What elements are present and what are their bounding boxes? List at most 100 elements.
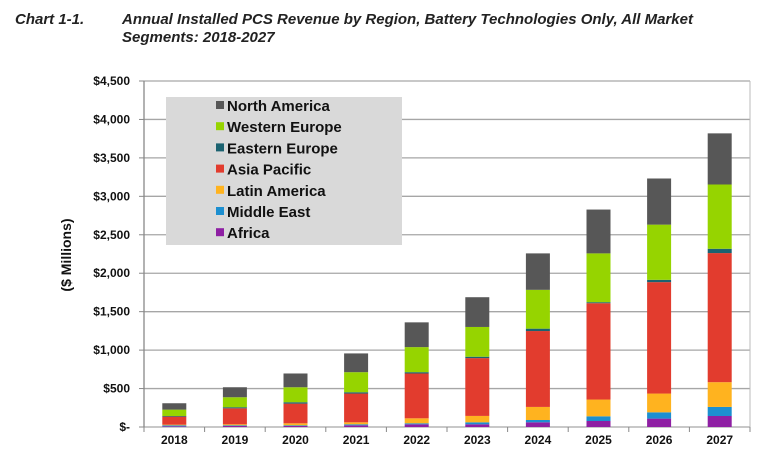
bar-segment-middle-east-2023	[465, 422, 490, 425]
bar-segment-western-europe-2024	[525, 289, 550, 329]
bar-segment-africa-2025	[586, 421, 611, 427]
bar-segment-eastern-europe-2022	[404, 372, 429, 374]
bar-segment-western-europe-2023	[465, 326, 490, 357]
bar-segment-middle-east-2026	[647, 412, 672, 419]
y-tick-label: $4,500	[93, 74, 130, 88]
legend-label: Latin America	[227, 183, 326, 200]
bar-segment-north-america-2020	[283, 373, 308, 388]
bar-segment-middle-east-2019	[222, 425, 247, 427]
bar-segment-eastern-europe-2026	[647, 279, 672, 283]
chart-title-line2: Segments: 2018-2027	[122, 29, 275, 46]
bar-segment-eastern-europe-2024	[525, 328, 550, 332]
bar-segment-middle-east-2020	[283, 425, 308, 427]
bar-segment-north-america-2024	[525, 253, 550, 290]
legend-swatch	[216, 101, 224, 109]
bar-segment-asia-pacific-2023	[465, 358, 490, 416]
bar-segment-africa-2018	[162, 426, 187, 427]
x-tick-label: 2019	[222, 433, 249, 447]
bar-segment-middle-east-2025	[586, 416, 611, 422]
legend-label: Eastern Europe	[227, 140, 338, 157]
y-tick-label: $500	[103, 382, 130, 396]
bar-segment-western-europe-2026	[647, 224, 672, 280]
bar-segment-north-america-2025	[586, 209, 611, 254]
bar-segment-north-america-2023	[465, 297, 490, 327]
legend-label: Middle East	[227, 204, 310, 221]
bar-segment-latin-america-2023	[465, 415, 490, 423]
y-tick-label: $-	[119, 420, 130, 434]
chart-number: Chart 1-1.	[15, 11, 85, 28]
bar-segment-middle-east-2024	[525, 420, 550, 423]
y-tick-label: $2,500	[93, 228, 130, 242]
bar-segment-asia-pacific-2018	[162, 416, 187, 425]
x-tick-label: 2022	[403, 433, 430, 447]
legend-swatch	[216, 164, 224, 173]
chart-title-line1: Annual Installed PCS Revenue by Region, …	[122, 11, 693, 28]
bar-segment-asia-pacific-2021	[344, 393, 369, 423]
bar-segment-africa-2019	[222, 426, 247, 427]
bar-segment-middle-east-2027	[707, 406, 732, 417]
legend-swatch	[216, 185, 224, 194]
bar-segment-latin-america-2025	[586, 399, 611, 417]
legend-swatch	[216, 228, 224, 237]
legend-box	[166, 97, 402, 245]
x-tick-label: 2023	[464, 433, 491, 447]
bar-segment-middle-east-2018	[162, 425, 187, 427]
bar-segment-asia-pacific-2019	[222, 408, 247, 425]
bar-segment-africa-2022	[404, 424, 429, 427]
bar-segment-africa-2021	[344, 425, 369, 427]
bar-segment-latin-america-2021	[344, 422, 369, 425]
y-tick-label: $3,500	[93, 151, 130, 165]
bar-segment-western-europe-2025	[586, 253, 611, 303]
y-tick-label: $4,000	[93, 112, 130, 126]
bar-segment-eastern-europe-2027	[707, 248, 732, 254]
bar-segment-latin-america-2018	[162, 424, 187, 426]
bar-segment-asia-pacific-2024	[525, 331, 550, 407]
bar-segment-eastern-europe-2018	[162, 416, 187, 417]
bar-segment-middle-east-2021	[344, 424, 369, 426]
bar-segment-north-america-2027	[707, 133, 732, 185]
bar-segment-western-europe-2020	[283, 387, 308, 403]
x-tick-label: 2021	[343, 433, 370, 447]
y-tick-label: $3,000	[93, 189, 130, 203]
bar-segment-western-europe-2018	[162, 409, 187, 417]
y-tick-label: $1,500	[93, 305, 130, 319]
bar-segment-africa-2024	[525, 422, 550, 427]
legend-swatch	[216, 122, 224, 131]
bar-segment-africa-2026	[647, 418, 672, 427]
bar-segment-latin-america-2019	[222, 424, 247, 426]
bar-segment-western-europe-2022	[404, 347, 429, 373]
bar-segment-eastern-europe-2023	[465, 356, 490, 359]
bar-segment-eastern-europe-2021	[344, 392, 369, 394]
bar-segment-latin-america-2022	[404, 418, 429, 424]
bar-segment-latin-america-2020	[283, 423, 308, 426]
bar-segment-eastern-europe-2020	[283, 402, 308, 404]
bar-segment-middle-east-2022	[404, 423, 429, 425]
legend-swatch	[216, 207, 224, 215]
bar-segment-north-america-2019	[222, 387, 247, 398]
bar-segment-asia-pacific-2026	[647, 282, 672, 394]
legend-label: Western Europe	[227, 119, 342, 136]
bar-segment-western-europe-2021	[344, 372, 369, 393]
legend-label: Asia Pacific	[227, 162, 311, 179]
bar-segment-western-europe-2027	[707, 184, 732, 249]
legend-swatch	[216, 143, 224, 152]
x-tick-label: 2025	[585, 433, 612, 447]
bar-segment-africa-2027	[707, 416, 732, 427]
bar-segment-north-america-2021	[344, 353, 369, 373]
bar-segment-north-america-2022	[404, 322, 429, 348]
x-tick-label: 2026	[646, 433, 673, 447]
bar-segment-eastern-europe-2019	[222, 407, 247, 409]
bar-segment-africa-2023	[465, 424, 490, 427]
bar-segment-asia-pacific-2027	[707, 253, 732, 383]
x-tick-label: 2020	[282, 433, 309, 447]
bar-segment-north-america-2026	[647, 178, 672, 225]
bar-segment-north-america-2018	[162, 403, 187, 410]
x-tick-label: 2018	[161, 433, 188, 447]
bar-segment-western-europe-2019	[222, 397, 247, 408]
bar-segment-asia-pacific-2025	[586, 303, 611, 400]
legend-label: North America	[227, 98, 330, 115]
legend-label: Africa	[227, 225, 270, 242]
bar-segment-latin-america-2027	[707, 382, 732, 407]
